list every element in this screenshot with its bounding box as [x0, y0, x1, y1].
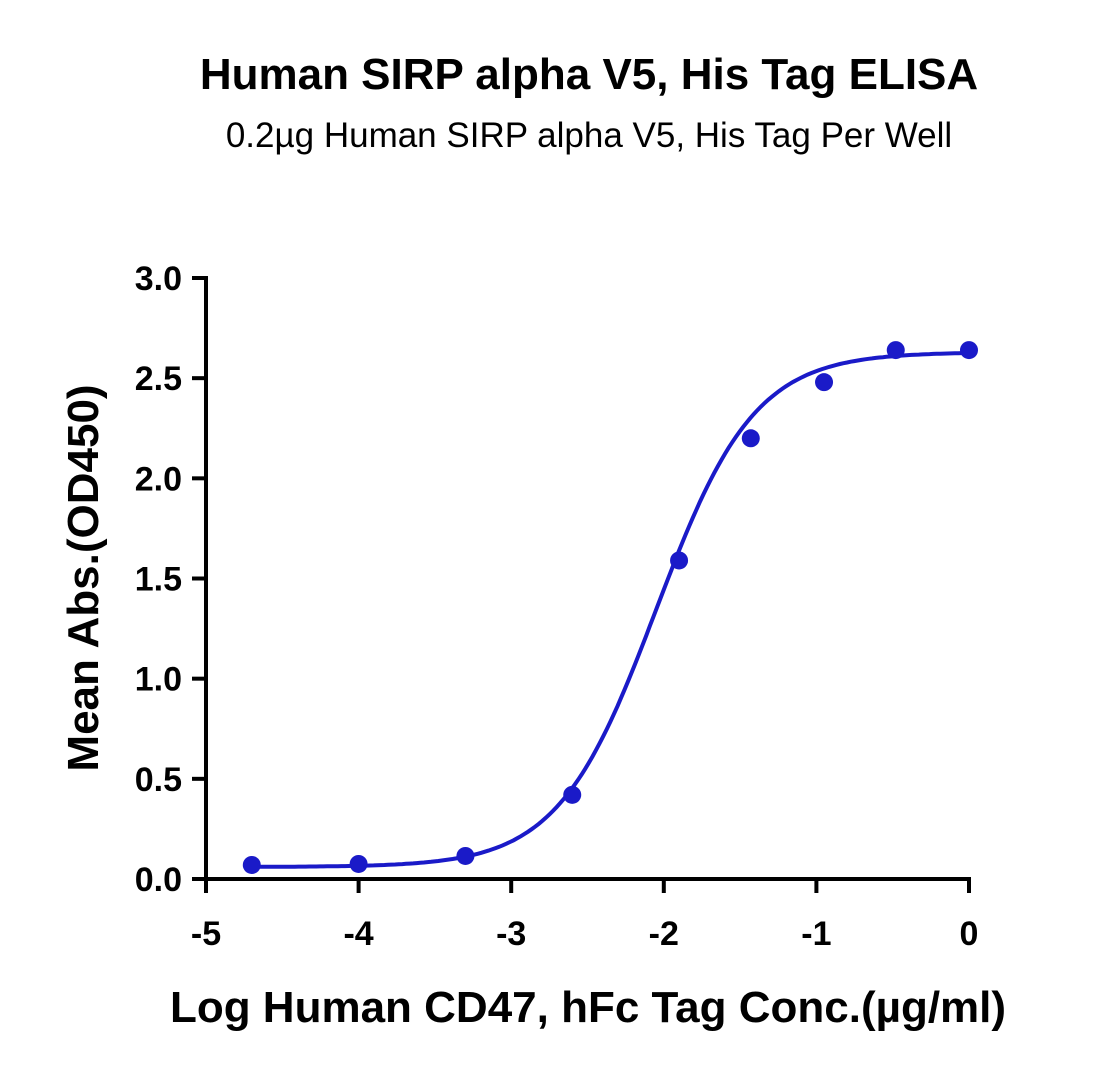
- x-tick-label: -1: [801, 915, 831, 953]
- x-tick-label: 0: [960, 915, 979, 953]
- y-tick-label: 2.5: [135, 360, 182, 398]
- fit-curve: [251, 351, 970, 869]
- data-point: [349, 854, 368, 873]
- y-tick-label: 0.0: [135, 861, 182, 899]
- data-point: [960, 341, 978, 360]
- y-tick-label: 0.5: [135, 761, 182, 799]
- y-tick-label: 1.5: [135, 561, 182, 599]
- y-tick-label: 2.0: [135, 460, 182, 498]
- x-tick-label: -2: [649, 915, 679, 953]
- data-point: [242, 855, 261, 874]
- x-tick-label: -4: [343, 915, 373, 953]
- chart-subtitle: 0.2µg Human SIRP alpha V5, His Tag Per W…: [225, 116, 953, 155]
- x-tick-label: -3: [496, 915, 526, 953]
- x-tick-label: -5: [191, 915, 221, 953]
- chart-title: Human SIRP alpha V5, His Tag ELISA: [199, 50, 979, 99]
- y-tick-label: 1.0: [135, 661, 182, 699]
- data-points: [242, 341, 978, 874]
- data-point: [670, 551, 689, 570]
- data-point: [886, 341, 905, 360]
- x-axis-title: Log Human CD47, hFc Tag Conc.(µg/ml): [170, 983, 1006, 1032]
- axes: 0.0 0.5 1.0 1.5 2.0 2.5 3.0 -5 -4 -3 -2 -1 0: [135, 260, 979, 953]
- y-tick-label: 3.0: [135, 260, 182, 298]
- data-point: [815, 373, 834, 392]
- data-point: [741, 429, 760, 448]
- data-point: [456, 846, 475, 865]
- data-point: [563, 785, 582, 804]
- y-axis-title: Mean Abs.(OD450): [59, 384, 108, 771]
